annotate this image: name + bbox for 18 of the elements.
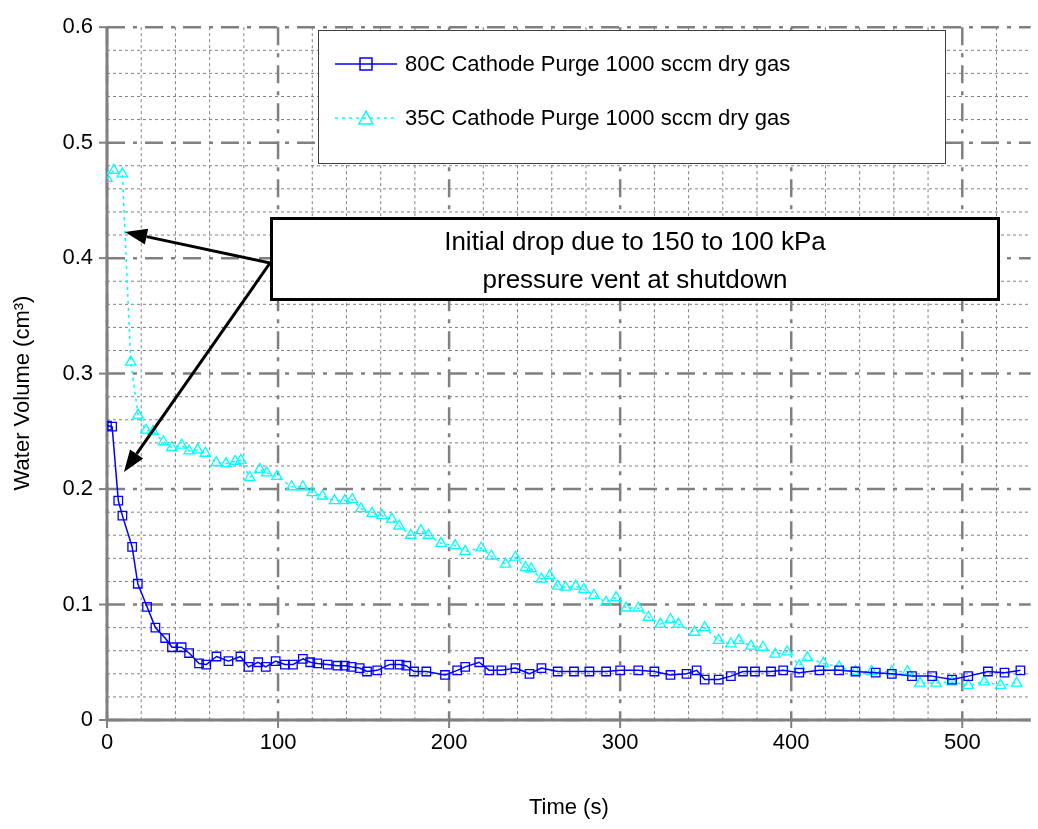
y-tick-label: 0.6 [62, 13, 93, 39]
y-tick-label: 0.4 [62, 244, 93, 270]
y-tick-label: 0 [80, 706, 93, 732]
x-tick-label: 500 [943, 729, 981, 755]
y-tick-label: 0.1 [62, 590, 93, 616]
callout-box: Initial drop due to 150 to 100 kPa pressure vent at shutdown [270, 217, 1000, 301]
y-axis-title: Water Volume (cm³) [9, 294, 35, 493]
x-tick-label: 0 [100, 729, 114, 755]
legend-label: 35C Cathode Purge 1000 sccm dry gas [405, 105, 791, 131]
x-tick-label: 200 [430, 729, 468, 755]
y-tick-label: 0.3 [62, 359, 93, 385]
y-tick-label: 0.2 [62, 475, 93, 501]
x-tick-label: 300 [601, 729, 639, 755]
x-axis-title: Time (s) [528, 793, 609, 819]
y-tick-label: 0.5 [62, 128, 93, 154]
legend-label: 80C Cathode Purge 1000 sccm dry gas [405, 51, 791, 77]
x-tick-label: 100 [259, 729, 297, 755]
x-tick-label: 400 [772, 729, 810, 755]
